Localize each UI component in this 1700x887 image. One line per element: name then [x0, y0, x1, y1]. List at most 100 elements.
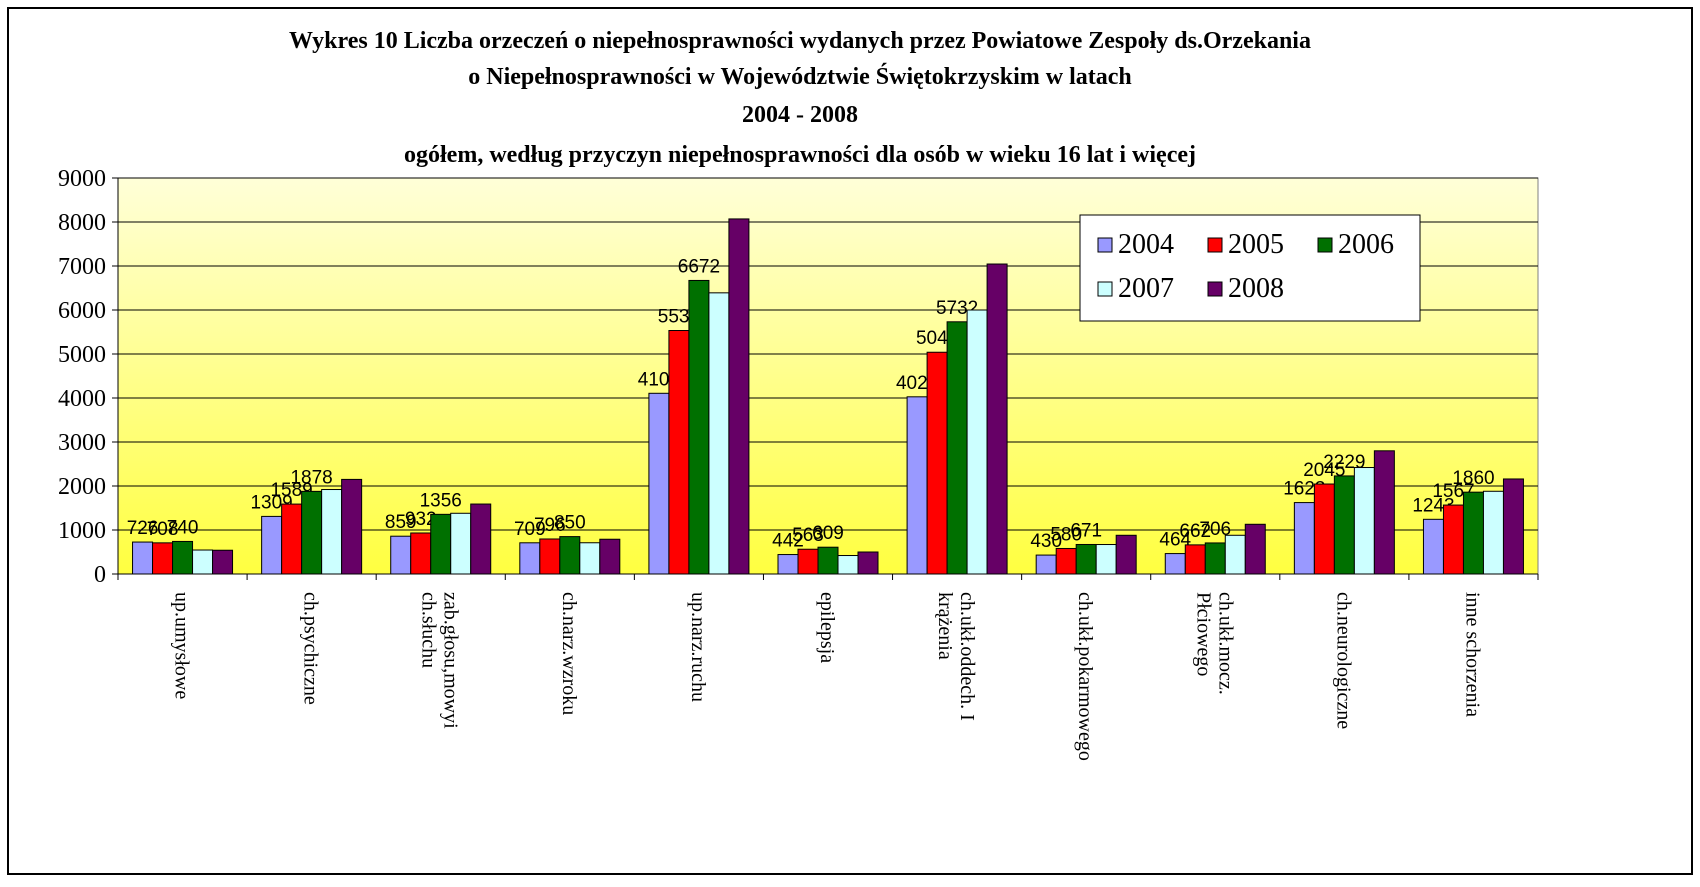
bar [212, 549, 234, 575]
bar [1422, 518, 1444, 575]
bar [837, 555, 859, 575]
y-tick-label: 6000 [58, 298, 106, 324]
data-label: 932 [405, 509, 437, 530]
bar [341, 478, 363, 575]
bar [152, 542, 174, 575]
bar [1373, 450, 1395, 575]
bar [192, 549, 214, 575]
y-tick-label: 5000 [58, 342, 106, 368]
bar [579, 542, 601, 575]
bar [1095, 544, 1117, 575]
bar [321, 489, 343, 575]
data-label: 464 [1159, 530, 1191, 551]
y-tick-label: 1000 [58, 518, 106, 544]
bar [281, 503, 303, 575]
bar [1055, 547, 1077, 575]
data-label: 709 [514, 519, 546, 540]
x-tick-label: ch.psychiczne [300, 592, 322, 705]
data-label: 796 [534, 515, 566, 536]
bar [1204, 542, 1226, 575]
bar [966, 309, 988, 575]
legend-swatch [1207, 237, 1223, 253]
bar [390, 535, 412, 575]
x-tick-label: epilepsja [816, 592, 838, 663]
data-label: 859 [385, 512, 417, 533]
bar [301, 490, 323, 575]
bar [261, 515, 283, 575]
x-tick-label: ch.neurologiczne [1332, 592, 1354, 729]
chart-title: Wykres 10 Liczba orzeczeń o niepełnospra… [289, 28, 1311, 54]
data-label: 850 [554, 513, 586, 534]
bar [986, 263, 1008, 575]
bar [519, 542, 541, 575]
bar [1313, 483, 1335, 575]
legend-label: 2008 [1228, 273, 1284, 304]
x-tick-label: ch.narz.wzroku [558, 592, 580, 715]
x-tick-label: zab.głosu,mowyich.słuchu [418, 592, 462, 729]
x-tick-label: ch.ukł.mocz.Płciowego [1192, 592, 1236, 695]
legend-swatch [1317, 237, 1333, 253]
bar [688, 279, 710, 575]
y-tick-label: 9000 [58, 166, 106, 192]
chart-title: o Niepełnosprawności w Województwie Świę… [468, 63, 1132, 90]
bar [1462, 491, 1484, 575]
bar [777, 554, 799, 575]
data-label: 580 [1050, 524, 1082, 545]
data-label: 563 [792, 525, 824, 546]
y-tick-label: 2000 [58, 474, 106, 500]
bar [1224, 534, 1246, 575]
bar [470, 503, 492, 575]
data-label: 442 [772, 531, 804, 552]
bar [1442, 504, 1464, 575]
x-tick-label: inne schorzenia [1461, 592, 1483, 717]
y-tick-label: 0 [94, 562, 106, 588]
bar [708, 292, 730, 575]
data-label: 740 [167, 517, 199, 538]
bar [926, 351, 948, 575]
x-tick-label: ch.ukł.oddech. Ikrążenia [934, 592, 978, 721]
bar [1184, 544, 1206, 575]
data-label: 1860 [1452, 468, 1494, 489]
bar [817, 546, 839, 575]
x-tick-label: up.umysłowe [171, 592, 193, 699]
legend-swatch [1097, 237, 1113, 253]
bar [1333, 475, 1355, 575]
legend-label: 2004 [1118, 229, 1174, 260]
bar [172, 540, 194, 575]
chart-subtitle: ogółem, według przyczyn niepełnosprawnoś… [404, 142, 1196, 168]
x-tick-label: ch.ukł.pokarmowego [1074, 592, 1096, 761]
legend-swatch [1207, 281, 1223, 297]
y-tick-label: 4000 [58, 386, 106, 412]
data-label: 671 [1070, 520, 1102, 541]
data-label: 726 [127, 518, 159, 539]
bar [450, 512, 472, 575]
bar [1353, 467, 1375, 575]
legend-label: 2005 [1228, 229, 1284, 260]
y-tick-label: 8000 [58, 210, 106, 236]
bar [410, 532, 432, 575]
bar [946, 321, 968, 575]
data-label: 1356 [420, 490, 462, 511]
bar [1035, 554, 1057, 575]
bar [1164, 553, 1186, 575]
bar [1482, 490, 1504, 575]
bar [1293, 502, 1315, 575]
bar [1115, 534, 1137, 575]
bar [797, 548, 819, 575]
bar [132, 541, 154, 575]
bar [1075, 543, 1097, 575]
data-label: 708 [147, 519, 179, 540]
bar [559, 536, 581, 575]
bar [728, 218, 750, 575]
bar [1502, 478, 1524, 575]
bar [648, 392, 670, 575]
data-label: 1878 [290, 467, 332, 488]
bar [539, 538, 561, 575]
y-tick-label: 3000 [58, 430, 106, 456]
legend-box [1079, 214, 1421, 322]
bar [1244, 523, 1266, 575]
chart-title: 2004 - 2008 [742, 102, 858, 128]
data-label: 706 [1199, 519, 1231, 540]
data-label: 662 [1179, 521, 1211, 542]
